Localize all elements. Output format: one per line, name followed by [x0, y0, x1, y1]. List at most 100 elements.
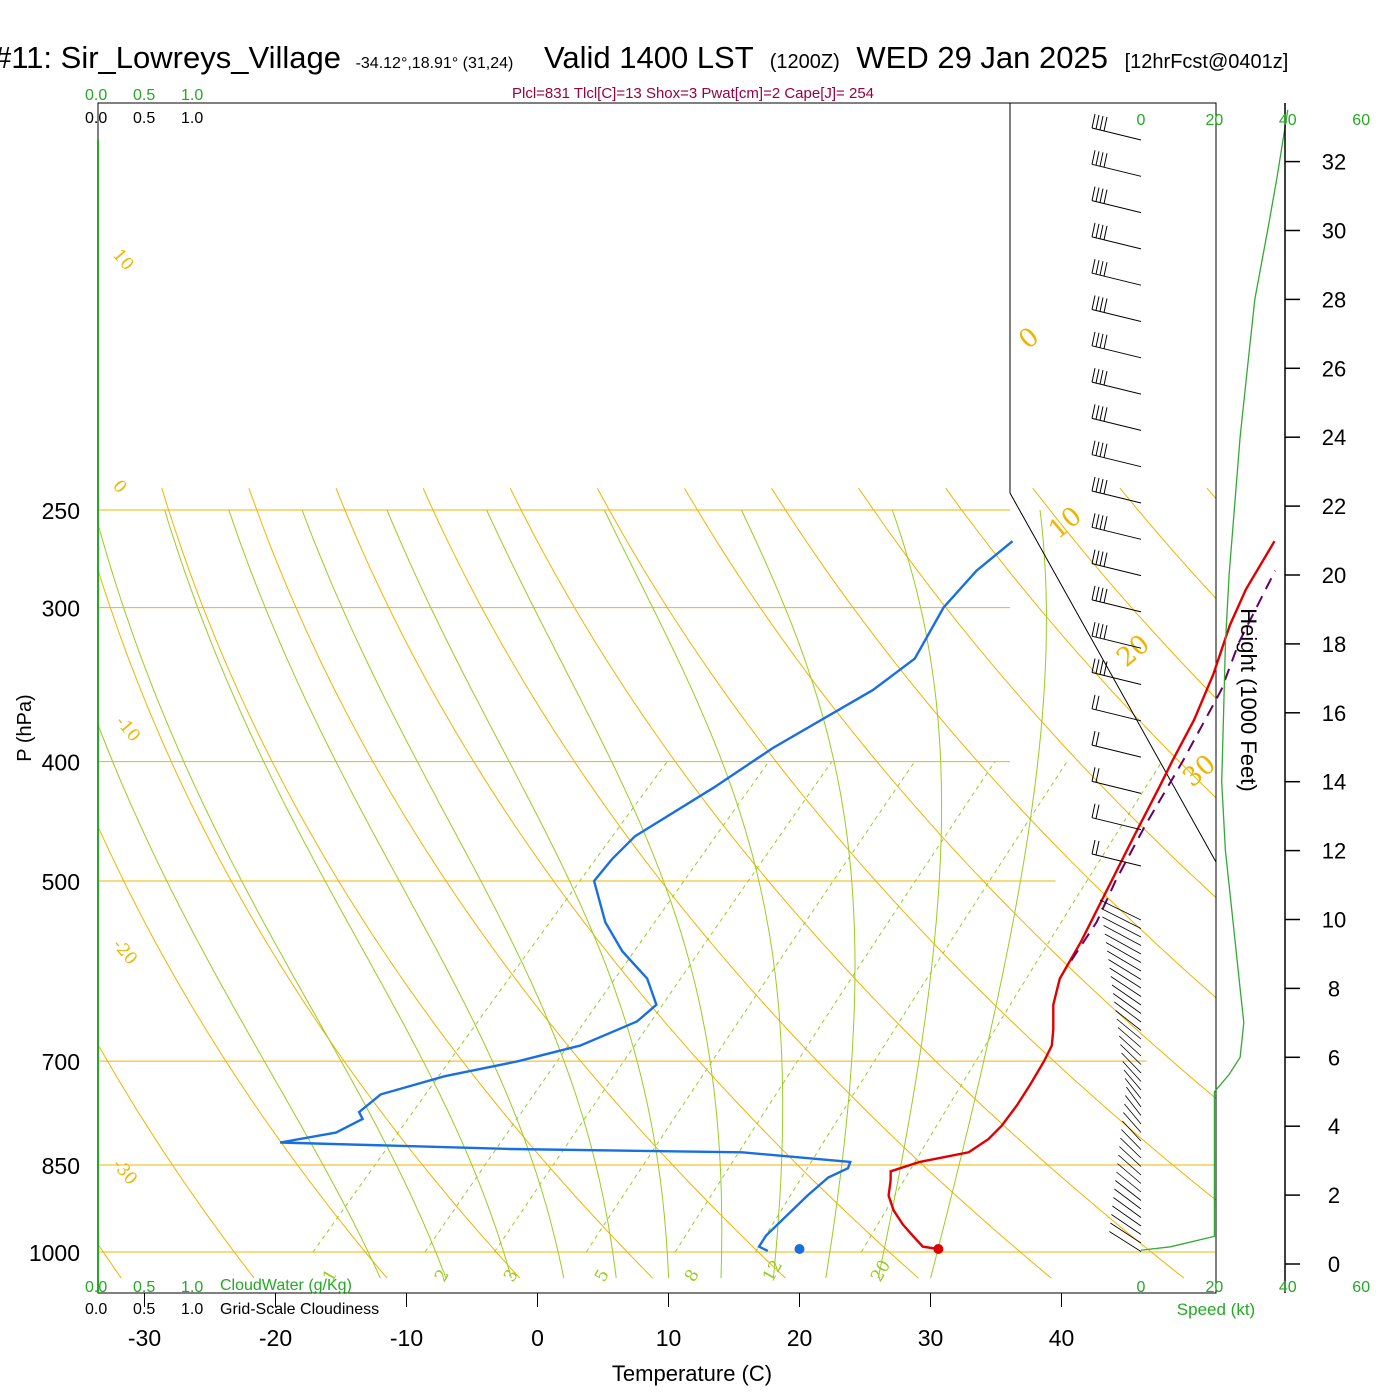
profiles	[279, 540, 1277, 1254]
wind-barb-8	[1091, 404, 1142, 431]
height-tick-label-32: 32	[1322, 150, 1346, 175]
cloudwater-tick-bot-1: 0.5	[133, 1279, 155, 1296]
height-tick-label-10: 10	[1322, 908, 1346, 933]
temp-tick-label-10: 10	[656, 1325, 682, 1351]
moist-adiabat--10	[98, 723, 381, 1279]
wind-barb-low-12	[1114, 1001, 1142, 1023]
cloudiness-tick-top-0: 0.0	[85, 110, 107, 127]
dry-label-left-1: 0	[108, 476, 130, 497]
dry-adiabats	[98, 487, 1216, 1279]
surface-temperature-dot	[933, 1244, 944, 1254]
mixing-ratio-12	[755, 761, 1068, 1253]
pressure-tick-label-700: 700	[42, 1049, 80, 1075]
indices-line: Plcl=831 Tlcl[C]=13 Shox=3 Pwat[cm]=2 Ca…	[512, 85, 874, 102]
mixing-ratio-20	[860, 761, 1163, 1253]
height-tick-label-24: 24	[1322, 425, 1346, 450]
pressure-tick-label-250: 250	[42, 498, 80, 524]
height-tick-label-2: 2	[1328, 1183, 1340, 1208]
speed-tick-bottom-60: 60	[1352, 1279, 1370, 1296]
speed-axis-label: Speed (kt)	[1177, 1300, 1255, 1319]
x-axis-label: Temperature (C)	[612, 1361, 772, 1386]
dry-adiabat-270	[98, 568, 521, 1279]
wind-barb-low-9	[1110, 976, 1142, 997]
dry-label-right-1: 10	[1043, 501, 1088, 545]
speed-tick-bottom-0: 0	[1137, 1279, 1146, 1296]
pressure-tick-label-400: 400	[42, 750, 80, 776]
temp-tick-label--20: -20	[259, 1325, 292, 1351]
wind-barb-low-28	[1120, 1137, 1142, 1159]
mixing-ratio-lines	[312, 761, 1163, 1253]
wind-barb-17	[1091, 730, 1142, 758]
wind-barb-low-39	[1109, 1231, 1142, 1252]
wind-barb-low-27	[1121, 1129, 1142, 1150]
wind-barb-low-36	[1112, 1205, 1142, 1227]
height-tick-label-28: 28	[1322, 287, 1346, 312]
wind-barb-15	[1091, 658, 1142, 685]
wind-barb-low-18	[1121, 1052, 1142, 1074]
temperature-line	[887, 540, 1276, 1251]
wind-barb-3	[1091, 222, 1142, 250]
mixing-ratio-1	[312, 761, 668, 1253]
wind-barb-4	[1091, 259, 1142, 286]
dry-adiabat-360	[858, 487, 1216, 899]
wind-barb-low-37	[1111, 1214, 1142, 1235]
cloudiness-tick-bot-1: 0.5	[133, 1301, 155, 1318]
dry-adiabat-370	[945, 487, 1216, 799]
wind-barb-14	[1091, 622, 1142, 649]
cloudwater-tick-bot-0: 0.0	[85, 1279, 107, 1296]
wind-barb-low-31	[1117, 1163, 1142, 1184]
mixing-ratio-8	[674, 761, 996, 1253]
wind-barb-low-22	[1126, 1086, 1142, 1108]
wind-barb-low-32	[1116, 1171, 1142, 1193]
wind-barb-0	[1091, 113, 1142, 141]
cloudwater-tick-top-2: 1.0	[181, 87, 203, 104]
wind-barb-low-13	[1115, 1010, 1142, 1031]
valid-time: Valid 1400 LST	[544, 40, 754, 75]
pressure-tick-label-1000: 1000	[29, 1240, 80, 1266]
height-tick-label-26: 26	[1322, 356, 1346, 381]
temp-tick-label--30: -30	[128, 1325, 161, 1351]
wind-barb-low-8	[1109, 967, 1142, 989]
dry-label-left-4: -30	[108, 1155, 141, 1189]
wind-barb-low-5	[1105, 942, 1142, 963]
wind-barb-low-24	[1124, 1103, 1142, 1125]
wind-barb-low-26	[1122, 1120, 1142, 1142]
height-tick-label-18: 18	[1322, 632, 1346, 657]
dry-adiabat-390	[1119, 487, 1216, 600]
temp-tick-label-30: 30	[918, 1325, 944, 1351]
height-tick-label-20: 20	[1322, 563, 1346, 588]
dry-label-left-0: 10	[108, 245, 137, 274]
dry-adiabat-280	[161, 488, 654, 1279]
moist-adiabats	[98, 509, 1047, 1279]
isobars	[98, 509, 1215, 1253]
cloudwater-tick-bot-2: 1.0	[181, 1279, 203, 1296]
moist-adiabat-32	[930, 509, 1047, 1279]
dry-label-left-3: -20	[108, 935, 141, 969]
wind-barb-16	[1091, 694, 1142, 722]
wind-barb-low-4	[1104, 933, 1142, 955]
cloudwater-label: CloudWater (g/Kg)	[220, 1277, 352, 1294]
height-tick-label-6: 6	[1328, 1045, 1340, 1070]
dry-adiabat-320	[509, 487, 1185, 1279]
speed-line	[1140, 109, 1289, 1251]
wind-barb-low-29	[1119, 1146, 1142, 1167]
height-tick-label-8: 8	[1328, 976, 1340, 1001]
wind-barb-low-16	[1118, 1035, 1142, 1057]
height-tick-label-4: 4	[1328, 1114, 1340, 1139]
pressure-tick-label-300: 300	[42, 596, 80, 622]
wind-barb-low-15	[1117, 1027, 1142, 1048]
wind-barb-low-33	[1115, 1180, 1142, 1201]
mixing-ratio-5	[585, 761, 916, 1253]
wind-barb-low-34	[1114, 1188, 1142, 1210]
temp-tick-label--10: -10	[390, 1325, 423, 1351]
wind-barb-12	[1091, 549, 1142, 577]
cloud-scale-top: 0.0 0.5 1.0 0.0 0.5 1.0	[85, 87, 203, 127]
cloudiness-label: Grid-Scale Cloudiness	[220, 1301, 379, 1318]
station-coords: -34.12°,18.91° (31,24)	[356, 55, 514, 72]
wind-barb-low-21	[1124, 1078, 1142, 1099]
dewpoint-line	[279, 540, 1014, 1252]
zulu-time: (1200Z)	[770, 51, 840, 73]
temp-tick-label-0: 0	[531, 1325, 544, 1351]
